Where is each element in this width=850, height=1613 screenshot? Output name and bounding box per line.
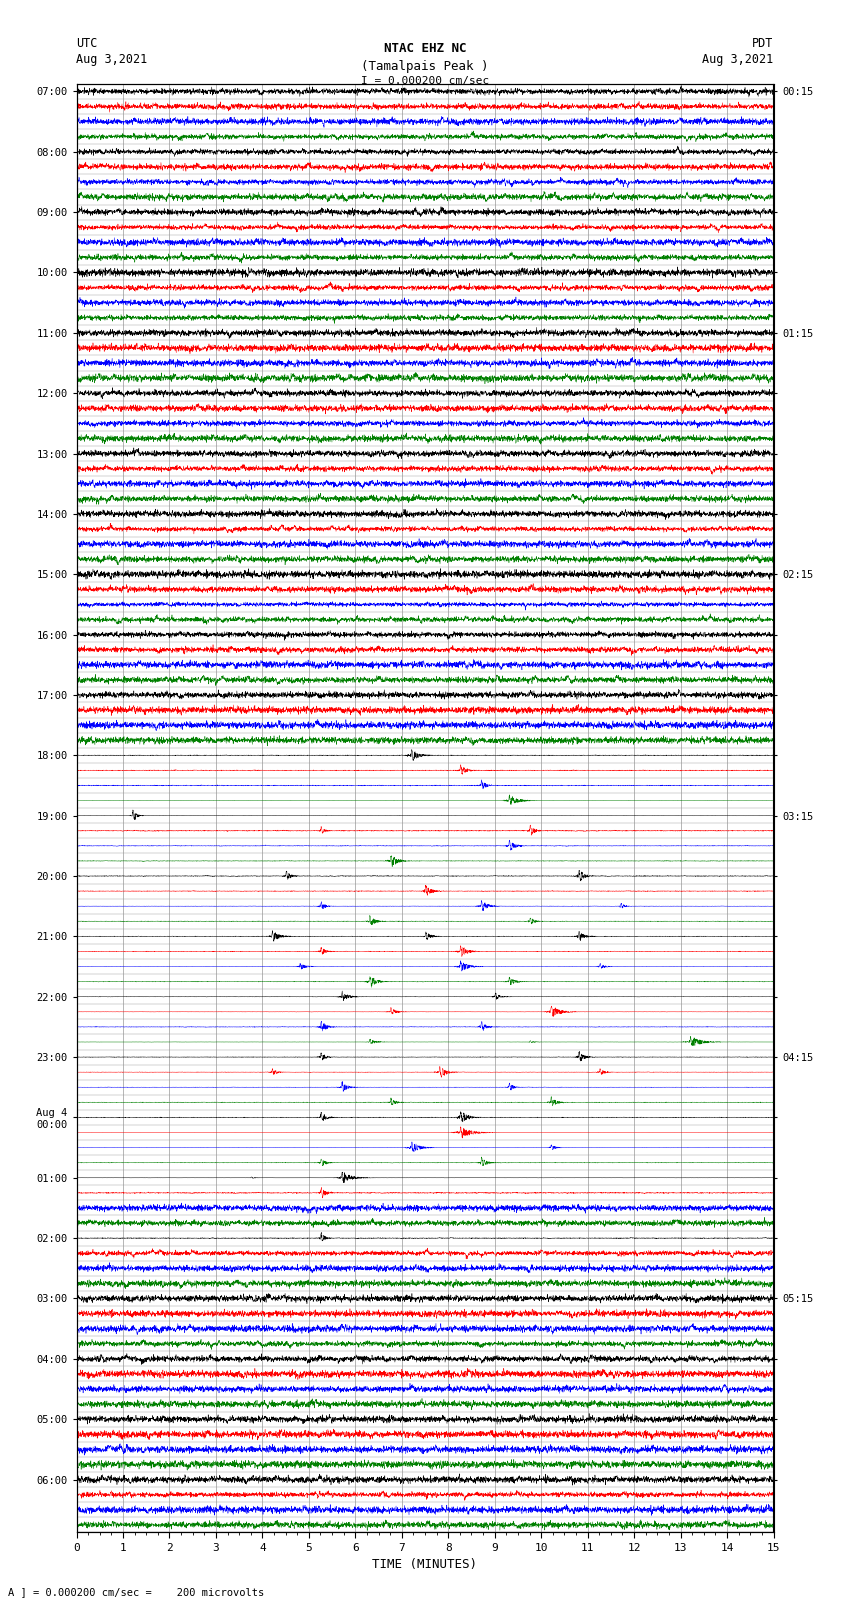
- Text: Aug 3,2021: Aug 3,2021: [76, 53, 148, 66]
- X-axis label: TIME (MINUTES): TIME (MINUTES): [372, 1558, 478, 1571]
- Text: I = 0.000200 cm/sec: I = 0.000200 cm/sec: [361, 76, 489, 85]
- Text: A ] = 0.000200 cm/sec =    200 microvolts: A ] = 0.000200 cm/sec = 200 microvolts: [8, 1587, 264, 1597]
- Text: (Tamalpais Peak ): (Tamalpais Peak ): [361, 60, 489, 73]
- Text: PDT: PDT: [752, 37, 774, 50]
- Text: UTC: UTC: [76, 37, 98, 50]
- Text: NTAC EHZ NC: NTAC EHZ NC: [383, 42, 467, 55]
- Text: Aug 3,2021: Aug 3,2021: [702, 53, 774, 66]
